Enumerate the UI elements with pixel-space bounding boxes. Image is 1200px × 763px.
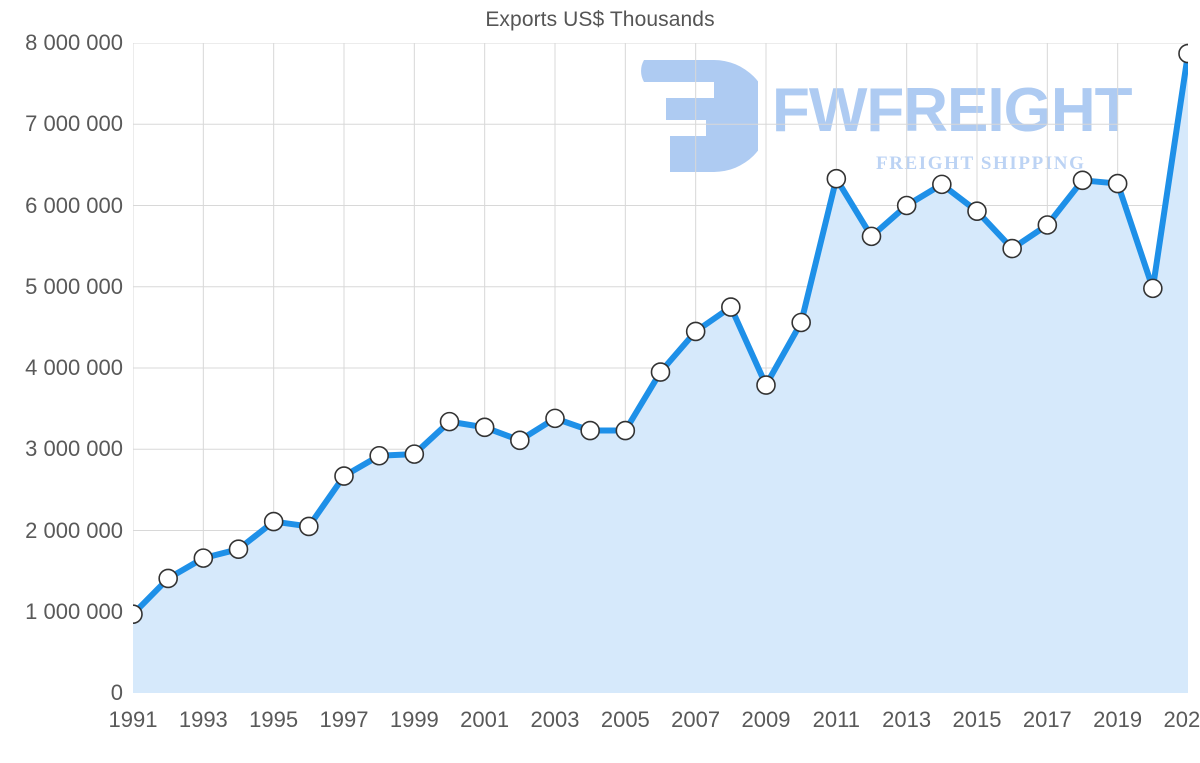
data-point-marker[interactable]: 1992: 1410000 [159,569,177,587]
x-axis-tick-label: 2015 [952,707,1002,732]
data-point-marker[interactable]: 2007: 4450000 [687,322,705,340]
data-point-marker[interactable]: 2006: 3950000 [652,363,670,381]
x-axis-tick-label: 1991 [108,707,158,732]
data-point-marker[interactable]: 2010: 4560000 [792,314,810,332]
x-axis-tick-label: 2013 [882,707,932,732]
x-axis-tick-label: 1999 [389,707,439,732]
data-point-marker[interactable]: 1993: 1660000 [194,549,212,567]
data-point-marker[interactable]: 2001: 3270000 [476,418,494,436]
x-axis-tick-label: 2011 [812,707,860,732]
data-point-marker[interactable]: 2016: 5470000 [1003,240,1021,258]
x-axis-tick-label: 2007 [671,707,721,732]
y-axis-tick-label: 4 000 000 [25,355,123,380]
data-point-marker[interactable]: 1999: 2940000 [405,445,423,463]
data-point-marker[interactable]: 2021: 7870000 [1179,45,1188,63]
x-axis-tick-label: 1997 [319,707,369,732]
x-axis-tick-label: 2001 [460,707,510,732]
data-point-marker[interactable]: 2009: 3790000 [757,376,775,394]
x-axis-tick-label: 1993 [178,707,228,732]
data-point-marker[interactable]: 2005: 3230000 [616,422,634,440]
series-markers: 1991: 970000 1992: 1410000 1993: 1660000 19… [133,45,1188,624]
data-point-marker[interactable]: 2003: 3380000 [546,409,564,427]
data-point-marker[interactable]: 2012: 5620000 [863,227,881,245]
y-axis-tick-label: 7 000 000 [25,111,123,137]
data-point-marker[interactable]: 2015: 5930000 [968,202,986,220]
plot-area: 1991: 970000 1992: 1410000 1993: 1660000 19… [133,43,1188,693]
x-axis-tick-label: 1995 [249,707,299,732]
data-point-marker[interactable]: 2004: 3230000 [581,422,599,440]
chart-title: Exports US$ Thousands [485,8,715,31]
data-point-marker[interactable]: 2014: 6260000 [933,175,951,193]
data-point-marker[interactable]: 2020: 4980000 [1144,279,1162,297]
y-axis-tick-label: 6 000 000 [25,192,123,218]
y-axis-tick-label: 3 000 000 [25,436,123,462]
data-point-marker[interactable]: 1996: 2050000 [300,517,318,535]
data-point-marker[interactable]: 2019: 6270000 [1109,175,1127,193]
x-axis-tick-label: 2021 [1163,707,1200,732]
data-point-marker[interactable]: 2018: 6310000 [1074,171,1092,189]
data-point-marker[interactable]: 2008: 4750000 [722,298,740,316]
x-axis-tick-label: 2003 [530,707,580,732]
y-axis-tick-label: 0 [110,680,123,705]
data-point-marker[interactable]: 2002: 3110000 [511,431,529,449]
x-axis-tick-label: 2005 [600,707,650,732]
data-point-marker[interactable]: 2017: 5760000 [1038,216,1056,234]
data-point-marker[interactable]: 2011: 6330000 [827,170,845,188]
x-axis-tick-label: 2009 [741,707,791,732]
data-point-marker[interactable]: 1997: 2670000 [335,467,353,485]
y-axis-tick-label: 8 000 000 [25,30,123,55]
data-point-marker[interactable]: 1994: 1770000 [230,540,248,558]
data-point-marker[interactable]: 1995: 2110000 [265,513,283,531]
data-point-marker[interactable]: 1998: 2920000 [370,447,388,465]
y-axis-tick-label: 5 000 000 [25,273,123,299]
x-axis-tick-label: 2017 [1022,707,1072,732]
y-axis-tick-label: 2 000 000 [25,517,123,543]
data-point-marker[interactable]: 1991: 970000 [133,605,142,623]
x-axis-tick-label: 2019 [1093,707,1143,732]
y-axis-tick-label: 1 000 000 [25,598,123,624]
